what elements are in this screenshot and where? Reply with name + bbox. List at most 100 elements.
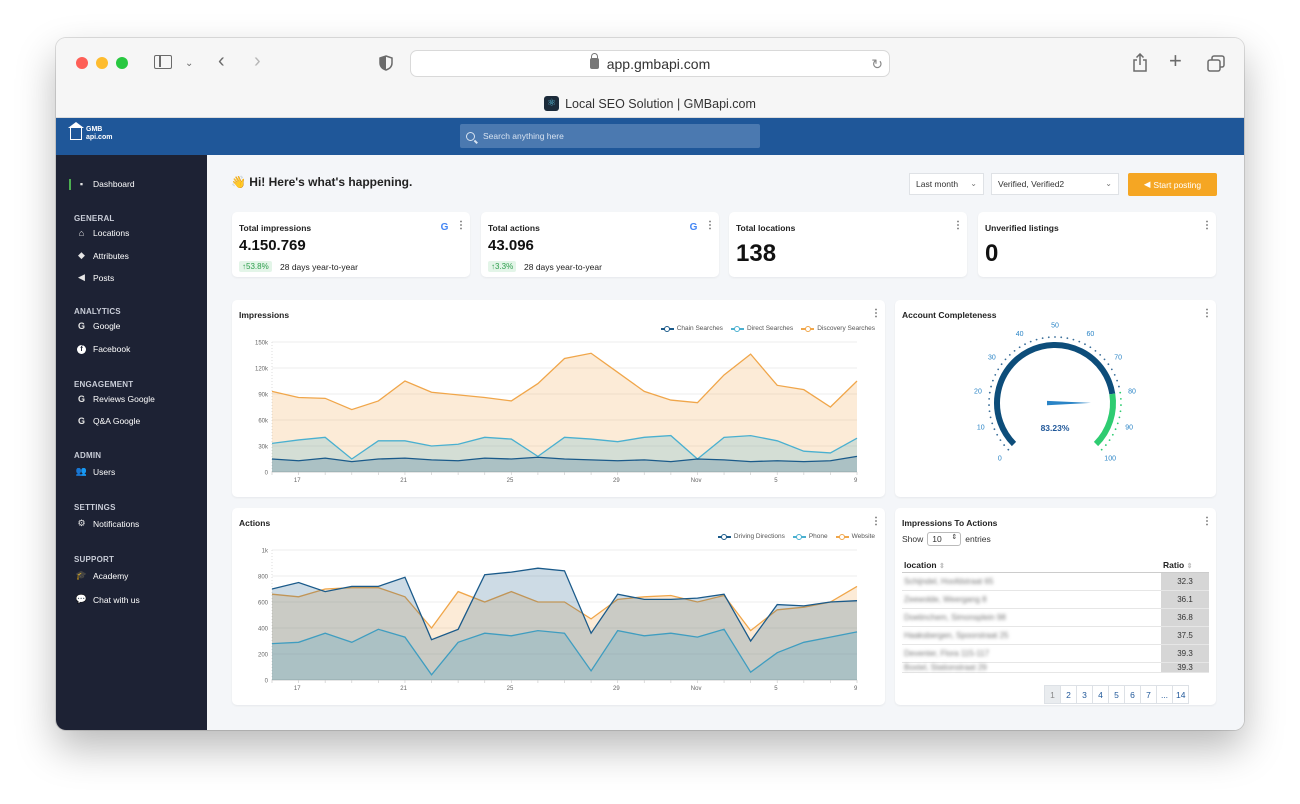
legend-label: Discovery Searches bbox=[817, 325, 875, 332]
chart-legend: Chain Searches Direct Searches Discovery… bbox=[653, 325, 875, 332]
sidebar-item-chat[interactable]: 💬 Chat with us bbox=[75, 594, 140, 605]
column-header-location[interactable]: location ⇕ bbox=[902, 556, 1161, 573]
minimize-window-button[interactable] bbox=[96, 57, 108, 69]
gauge-tick bbox=[1024, 343, 1026, 346]
gauge-tick bbox=[1008, 353, 1011, 356]
sidebar-item-google[interactable]: G Google bbox=[77, 321, 121, 331]
sidebar-toggle-icon[interactable] bbox=[154, 55, 172, 69]
series-area bbox=[272, 353, 857, 472]
table-row[interactable]: Schijndel, Hoofdstraat 65 32.3 bbox=[902, 572, 1209, 591]
entries-select[interactable]: 10 ⇕ bbox=[927, 532, 962, 546]
sidebar-item-users[interactable]: 👥 Users bbox=[75, 466, 116, 477]
more-options-icon[interactable]: ⋮ bbox=[871, 308, 881, 319]
tab-title[interactable]: ⚛ Local SEO Solution | GMBapi.com bbox=[56, 96, 1244, 111]
sidebar-item-attributes[interactable]: ◆ Attributes bbox=[76, 250, 129, 261]
page-button[interactable]: 4 bbox=[1092, 685, 1109, 704]
kpi-value: 0 bbox=[985, 240, 999, 267]
gauge-tick bbox=[1060, 336, 1063, 339]
gauge-tick bbox=[1072, 338, 1075, 341]
more-options-icon[interactable]: ⋮ bbox=[1202, 516, 1212, 527]
legend-marker bbox=[660, 325, 674, 332]
legend-marker bbox=[717, 533, 731, 540]
more-options-icon[interactable]: ⋮ bbox=[953, 220, 963, 231]
y-tick-label: 400 bbox=[258, 627, 269, 633]
actions-area-chart: 0 200 400 600 800 1k 17 21 25 29 Nov 5 9 bbox=[258, 549, 858, 693]
page-button[interactable]: 5 bbox=[1108, 685, 1125, 704]
search-input[interactable]: Search anything here bbox=[460, 124, 760, 148]
table-row[interactable]: Haaksbergen, Spoorstraat 25 37.5 bbox=[902, 626, 1209, 645]
gauge-tick bbox=[1116, 379, 1118, 382]
gauge-tick bbox=[1113, 373, 1116, 376]
y-tick-label: 30k bbox=[258, 445, 269, 451]
y-tick-label: 800 bbox=[258, 575, 269, 581]
search-placeholder: Search anything here bbox=[483, 131, 564, 141]
more-options-icon[interactable]: ⋮ bbox=[1202, 220, 1212, 231]
address-bar[interactable]: app.gmbapi.com ↻ bbox=[410, 50, 890, 77]
x-tick-label: 5 bbox=[774, 686, 778, 692]
page-button[interactable]: 1 bbox=[1044, 685, 1061, 704]
sidebar-item-locations[interactable]: ⌂ Locations bbox=[76, 228, 130, 238]
sidebar-item-dashboard[interactable]: ▪ Dashboard bbox=[76, 179, 135, 189]
gauge-tick-label: 40 bbox=[1016, 331, 1024, 338]
more-options-icon[interactable]: ⋮ bbox=[456, 220, 466, 231]
gauge-tick bbox=[1047, 336, 1050, 339]
x-tick-label: 25 bbox=[507, 478, 514, 484]
gauge-tick bbox=[1029, 340, 1032, 343]
gauge-tick bbox=[1108, 439, 1111, 441]
forward-icon[interactable]: › bbox=[254, 50, 261, 72]
shield-icon[interactable] bbox=[379, 55, 393, 71]
new-tab-icon[interactable]: + bbox=[1169, 48, 1182, 73]
x-tick-label: 9 bbox=[854, 686, 858, 692]
back-icon[interactable]: ‹ bbox=[218, 50, 225, 72]
table-row[interactable]: Zeewolde, Weergang 8 36.1 bbox=[902, 590, 1209, 609]
sidebar-item-reviews-google[interactable]: G Reviews Google bbox=[77, 394, 155, 404]
page-button[interactable]: 3 bbox=[1076, 685, 1093, 704]
sidebar-item-notifications[interactable]: ⚙ Notifications bbox=[77, 518, 140, 529]
kpi-period: 28 days year-to-year bbox=[524, 262, 602, 272]
page-button[interactable]: 6 bbox=[1124, 685, 1141, 704]
start-posting-button[interactable]: ◀ Start posting bbox=[1128, 173, 1217, 196]
gauge-tick-label: 70 bbox=[1114, 355, 1122, 362]
impressions-area-chart: 0 30k 60k 90k 120k 150k 17 21 25 29 Nov 5 9 bbox=[255, 341, 858, 485]
chart-title: Actions bbox=[239, 518, 271, 528]
gauge-tick bbox=[992, 379, 994, 382]
sidebar-item-facebook[interactable]: f Facebook bbox=[76, 344, 130, 354]
page-button[interactable]: 14 bbox=[1172, 685, 1190, 704]
legend-label: Chain Searches bbox=[676, 325, 723, 332]
more-options-icon[interactable]: ⋮ bbox=[871, 516, 881, 527]
locations-select[interactable]: Verified, Verified2 ⌄ bbox=[991, 173, 1119, 195]
sidebar-section-admin: ADMIN bbox=[74, 451, 102, 460]
page-button[interactable]: 7 bbox=[1140, 685, 1157, 704]
megaphone-icon: ◀ bbox=[1143, 179, 1151, 189]
reload-icon[interactable]: ↻ bbox=[871, 56, 883, 72]
sidebar-item-qa-google[interactable]: G Q&A Google bbox=[77, 416, 141, 426]
sidebar: ▪ Dashboard GENERAL ⌂ Locations ◆ Attribute… bbox=[56, 155, 207, 730]
chevron-down-icon[interactable]: ⌄ bbox=[185, 58, 194, 69]
share-icon[interactable] bbox=[1132, 52, 1148, 76]
column-header-ratio[interactable]: Ratio ⇕ bbox=[1161, 556, 1209, 573]
kpi-value: 138 bbox=[736, 240, 777, 267]
chevron-down-icon: ⌄ bbox=[1105, 179, 1112, 188]
close-window-button[interactable] bbox=[76, 57, 88, 69]
table-row[interactable]: Doetinchem, Simonsplein 98 36.8 bbox=[902, 608, 1209, 627]
main-content: 👋 Hi! Here's what's happening. Last mont… bbox=[207, 155, 1244, 730]
sidebar-item-academy[interactable]: 🎓 Academy bbox=[75, 570, 129, 581]
gauge-tick bbox=[1118, 416, 1121, 419]
period-select[interactable]: Last month ⌄ bbox=[909, 173, 984, 195]
table-row[interactable]: Deventer, Flora 115-117 39.3 bbox=[902, 644, 1209, 663]
tab-title-text: Local SEO Solution | GMBapi.com bbox=[565, 96, 756, 111]
maximize-window-button[interactable] bbox=[116, 57, 128, 69]
gauge-tick bbox=[1110, 368, 1113, 371]
y-tick-label: 90k bbox=[258, 393, 269, 399]
x-tick-label: 9 bbox=[854, 478, 858, 484]
sidebar-item-posts[interactable]: ◀ Posts bbox=[76, 272, 114, 283]
gauge-needle bbox=[1046, 400, 1091, 406]
table-row[interactable]: Boxtel, Stationstraat 29 39.3 bbox=[902, 662, 1209, 673]
more-options-icon[interactable]: ⋮ bbox=[1202, 308, 1212, 319]
gauge-tick bbox=[994, 373, 997, 376]
page-button[interactable]: 2 bbox=[1060, 685, 1077, 704]
tabs-overview-icon[interactable] bbox=[1207, 55, 1225, 76]
chart-title: Impressions bbox=[239, 310, 290, 320]
more-options-icon[interactable]: ⋮ bbox=[705, 220, 715, 231]
gauge-tick bbox=[1094, 349, 1097, 352]
